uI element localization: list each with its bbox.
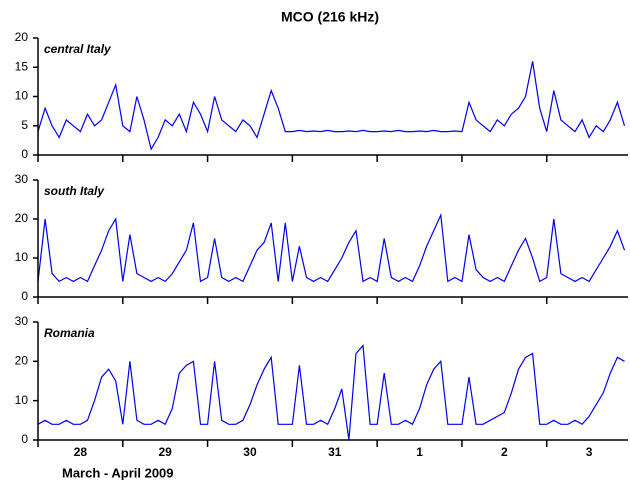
x-tick-label: 28 <box>74 445 88 459</box>
panel-label: south Italy <box>44 184 105 198</box>
x-tick-label: 30 <box>243 445 257 459</box>
y-tick-label: 30 <box>15 172 29 186</box>
x-tick-label: 3 <box>586 445 593 459</box>
panel-label: Romania <box>44 326 95 340</box>
panel-label: central Italy <box>44 42 112 56</box>
x-tick-label: 31 <box>328 445 342 459</box>
y-tick-label: 20 <box>15 30 29 44</box>
y-tick-label: 0 <box>21 432 28 446</box>
y-tick-label: 20 <box>15 211 29 225</box>
y-tick-label: 0 <box>21 289 28 303</box>
chart-title: MCO (216 kHz) <box>281 9 379 25</box>
y-tick-label: 15 <box>15 59 29 73</box>
x-tick-label: 1 <box>416 445 423 459</box>
y-tick-label: 10 <box>15 89 29 103</box>
y-tick-label: 10 <box>15 250 29 264</box>
y-tick-label: 30 <box>15 314 29 328</box>
y-tick-label: 10 <box>15 393 29 407</box>
data-line <box>37 212 626 283</box>
x-axis-label: March - April 2009 <box>62 465 174 480</box>
data-line <box>37 61 626 151</box>
data-line <box>37 344 625 441</box>
y-tick-label: 0 <box>21 147 28 161</box>
y-tick-label: 5 <box>21 118 28 132</box>
y-tick-label: 20 <box>15 354 29 368</box>
x-tick-label: 29 <box>159 445 173 459</box>
x-tick-label: 2 <box>501 445 508 459</box>
